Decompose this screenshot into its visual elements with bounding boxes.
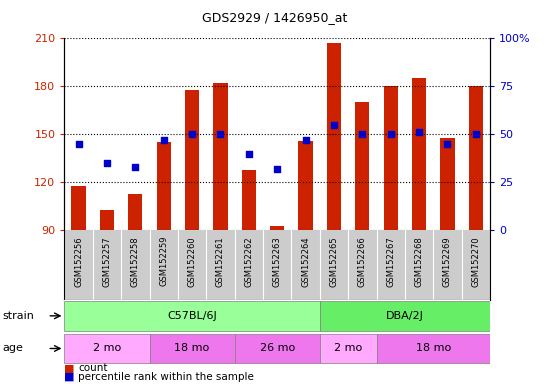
- Text: GSM152260: GSM152260: [188, 236, 197, 286]
- Bar: [157, 142, 171, 230]
- Text: 18 mo: 18 mo: [175, 343, 209, 354]
- Text: GSM152257: GSM152257: [102, 236, 111, 286]
- Text: GSM152256: GSM152256: [74, 236, 83, 286]
- Text: 2 mo: 2 mo: [93, 343, 121, 354]
- Bar: [242, 170, 256, 230]
- Text: GSM152261: GSM152261: [216, 236, 225, 286]
- Bar: [298, 141, 312, 230]
- Point: [244, 151, 253, 157]
- Bar: [150, 334, 235, 363]
- Text: GSM152258: GSM152258: [131, 236, 140, 286]
- Text: 26 mo: 26 mo: [260, 343, 295, 354]
- Bar: [213, 83, 227, 230]
- Point: [273, 166, 282, 172]
- Bar: [64, 334, 150, 363]
- Text: ■: ■: [64, 363, 75, 373]
- Text: GSM152270: GSM152270: [472, 236, 480, 286]
- Text: DBA/2J: DBA/2J: [386, 311, 424, 321]
- Point: [329, 122, 338, 128]
- Point: [188, 131, 197, 137]
- Bar: [320, 334, 376, 363]
- Point: [358, 131, 367, 137]
- Text: GDS2929 / 1426950_at: GDS2929 / 1426950_at: [202, 12, 347, 25]
- Text: strain: strain: [3, 311, 35, 321]
- Text: GSM152265: GSM152265: [329, 236, 338, 286]
- Point: [414, 129, 423, 136]
- Text: GSM152269: GSM152269: [443, 236, 452, 286]
- Point: [301, 137, 310, 143]
- Text: age: age: [3, 343, 24, 354]
- Bar: [72, 185, 86, 230]
- Text: GSM152259: GSM152259: [159, 236, 168, 286]
- Point: [159, 137, 168, 143]
- Bar: [327, 43, 341, 230]
- Point: [74, 141, 83, 147]
- Text: percentile rank within the sample: percentile rank within the sample: [78, 372, 254, 382]
- Bar: [100, 210, 114, 230]
- Bar: [185, 89, 199, 230]
- Text: ■: ■: [64, 372, 75, 382]
- Text: 18 mo: 18 mo: [416, 343, 451, 354]
- Text: GSM152263: GSM152263: [273, 236, 282, 287]
- Text: GSM152266: GSM152266: [358, 236, 367, 287]
- Bar: [320, 301, 490, 331]
- Text: GSM152264: GSM152264: [301, 236, 310, 286]
- Text: GSM152268: GSM152268: [414, 236, 423, 287]
- Bar: [128, 194, 142, 230]
- Bar: [355, 103, 370, 230]
- Bar: [235, 334, 320, 363]
- Bar: [440, 137, 455, 230]
- Bar: [270, 225, 284, 230]
- Bar: [412, 78, 426, 230]
- Bar: [64, 301, 320, 331]
- Point: [472, 131, 480, 137]
- Point: [131, 164, 140, 170]
- Text: GSM152267: GSM152267: [386, 236, 395, 287]
- Point: [102, 160, 111, 166]
- Point: [216, 131, 225, 137]
- Text: 2 mo: 2 mo: [334, 343, 362, 354]
- Text: count: count: [78, 363, 108, 373]
- Bar: [469, 86, 483, 230]
- Bar: [376, 334, 490, 363]
- Text: C57BL/6J: C57BL/6J: [167, 311, 217, 321]
- Point: [386, 131, 395, 137]
- Text: GSM152262: GSM152262: [244, 236, 253, 286]
- Bar: [384, 86, 398, 230]
- Point: [443, 141, 452, 147]
